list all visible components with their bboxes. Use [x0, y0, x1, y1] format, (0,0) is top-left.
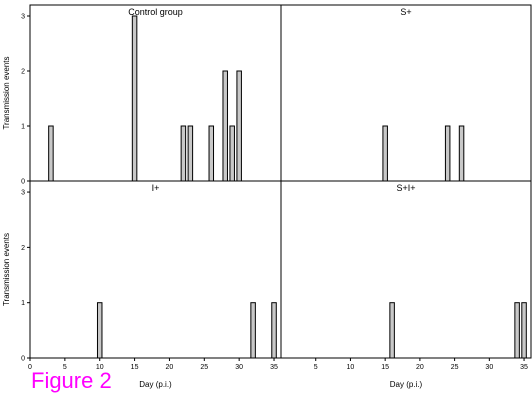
x-axis-label: Day (p.i.) — [390, 380, 423, 389]
x-tick-label: 15 — [381, 364, 389, 371]
panel-title: S+ — [400, 7, 411, 17]
bar — [271, 302, 277, 359]
bar — [180, 125, 187, 182]
x-tick-label: 10 — [96, 364, 104, 371]
x-tick-label: 35 — [270, 364, 278, 371]
panel-title: S+I+ — [396, 183, 415, 193]
bar — [444, 125, 451, 182]
x-tick-label: 15 — [131, 364, 139, 371]
panel-title: I+ — [152, 183, 160, 193]
y-tick-label: 2 — [21, 69, 25, 76]
y-tick-label: 1 — [21, 300, 25, 307]
x-tick-label: 25 — [200, 364, 208, 371]
x-tick-label: 5 — [314, 364, 318, 371]
x-tick-label: 5 — [63, 364, 67, 371]
panel-frame — [280, 4, 532, 182]
bar — [389, 302, 395, 359]
x-tick-label: 20 — [166, 364, 174, 371]
bar — [458, 125, 465, 182]
bar — [96, 302, 103, 359]
x-axis-label: Day (p.i.) — [139, 380, 172, 389]
x-tick-label: 35 — [520, 364, 528, 371]
y-axis-label: Transmission events — [2, 233, 11, 306]
bar — [187, 125, 194, 182]
bar — [131, 15, 138, 182]
y-tick-label: 2 — [21, 245, 25, 252]
x-tick-label: 20 — [416, 364, 424, 371]
bar — [382, 125, 388, 182]
panel-frame — [280, 180, 532, 359]
y-tick-label: 0 — [21, 179, 25, 186]
y-tick-label: 3 — [21, 14, 25, 21]
y-axis-label: Transmission events — [2, 56, 11, 129]
panel-3: I+ 0 1 2 3 Transmission events 0 5 10 15 20 25 30 35 D… — [2, 180, 282, 389]
x-tick-label: 25 — [451, 364, 459, 371]
panel-frame — [29, 4, 282, 182]
bar — [250, 302, 256, 359]
bar — [222, 70, 228, 182]
bar — [236, 70, 242, 182]
y-tick-label: 3 — [21, 190, 25, 197]
figure-label: Figure 2 — [31, 368, 112, 393]
panel-2: S+ — [280, 4, 532, 182]
x-tick-label: 30 — [485, 364, 493, 371]
panel-4: S+I+ 5 10 15 20 25 30 35 Day (p.i.) — [280, 180, 532, 389]
bar — [521, 302, 527, 359]
y-tick-label: 1 — [21, 124, 25, 131]
bar — [514, 302, 520, 359]
x-tick-label: 10 — [347, 364, 355, 371]
bar — [229, 125, 235, 182]
bar — [208, 125, 215, 182]
x-tick-label: 0 — [28, 364, 32, 371]
panel-title: Control group — [128, 7, 183, 17]
x-tick-label: 30 — [235, 364, 243, 371]
panel-frame — [29, 180, 282, 359]
bar — [48, 125, 54, 182]
y-tick-label: 0 — [21, 356, 25, 363]
panel-1: Control group 0 1 2 3 Transmission events — [2, 4, 282, 186]
